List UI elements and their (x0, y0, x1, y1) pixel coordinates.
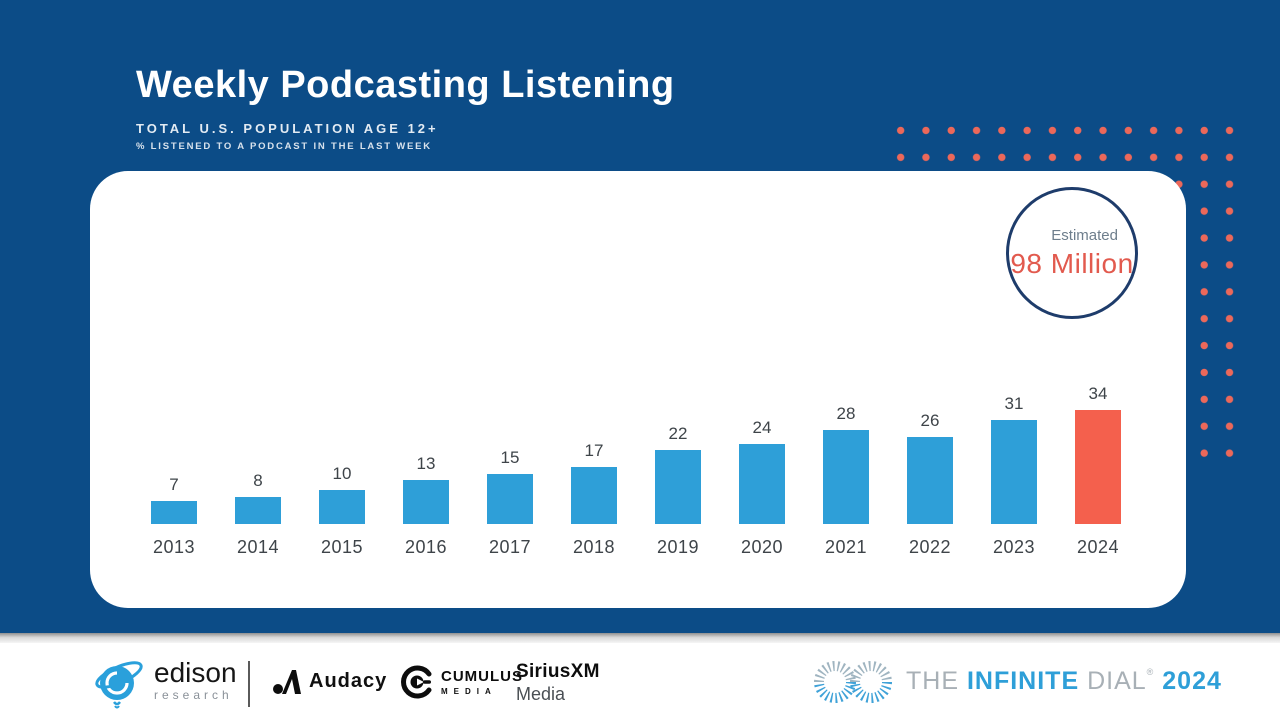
bar-2015 (319, 490, 365, 524)
bar-group-2014: 8 2014 (235, 471, 281, 557)
bar-2016 (403, 480, 449, 524)
bar-year-2017: 2017 (488, 537, 532, 557)
cumulus-icon (400, 665, 434, 699)
bar-2022 (907, 437, 953, 524)
bar-value-2015: 10 (332, 464, 352, 483)
bar-group-2021: 28 2021 (823, 404, 869, 557)
siriusxm-media-logo: SiriusXM Media (516, 661, 600, 705)
cumulus-line1: CUMULUS (441, 668, 523, 685)
infinity-icon (810, 657, 896, 705)
bar-2019 (655, 450, 701, 524)
bar-2013 (151, 501, 197, 524)
bar-year-2014: 2014 (236, 537, 280, 557)
footer: edison research Audacy (0, 643, 1280, 720)
bar-2017 (487, 474, 533, 524)
infinite-dial-reg: ® (1146, 666, 1155, 677)
infinite-dial-wordmark: THE INFINITE DIAL® 2024 (906, 667, 1222, 696)
bar-2023 (991, 420, 1037, 524)
audacy-icon (272, 667, 302, 695)
bar-group-2020: 24 2020 (739, 418, 785, 557)
infinite-dial-logo: THE INFINITE DIAL® 2024 (810, 657, 1222, 705)
bar-2018 (571, 467, 617, 524)
bar-year-2022: 2022 (908, 537, 952, 557)
bar-group-2022: 26 2022 (907, 411, 953, 557)
cumulus-line2: MEDIA (441, 687, 497, 696)
edison-wordmark: edison research (154, 657, 237, 703)
bar-year-2015: 2015 (320, 537, 364, 557)
bar-chart: 7 2013 8 2014 10 2015 13 2016 15 2017 17 2018 22 2019… (90, 171, 1186, 608)
bar-year-2018: 2018 (572, 537, 616, 557)
slide-subtitle: TOTAL U.S. POPULATION AGE 12+ (136, 121, 439, 136)
bar-value-2022: 26 (920, 411, 940, 430)
bar-year-2021: 2021 (824, 537, 868, 557)
chart-card: Estimated 98 Million 7 2013 8 2014 10 2015 13 2… (90, 171, 1186, 608)
bar-group-2023: 31 2023 (991, 394, 1037, 557)
logo-divider (248, 661, 250, 707)
siriusxm-line1: SiriusXM (516, 661, 600, 682)
bar-year-2019: 2019 (656, 537, 700, 557)
silver-divider-strip (0, 633, 1280, 643)
bar-value-2021: 28 (836, 404, 856, 423)
bar-value-2018: 17 (584, 441, 604, 460)
bar-2024 (1075, 410, 1121, 524)
bar-value-2013: 7 (169, 475, 179, 494)
bar-year-2013: 2013 (152, 537, 196, 557)
bar-value-2017: 15 (500, 448, 520, 467)
bar-value-2019: 22 (668, 424, 688, 443)
cumulus-media-logo: CUMULUS MEDIA (400, 665, 523, 699)
bar-value-2014: 8 (253, 471, 263, 490)
bar-2014 (235, 497, 281, 524)
bar-value-2016: 13 (416, 454, 436, 473)
cumulus-wordmark: CUMULUS MEDIA (441, 668, 523, 696)
infinite-dial-infinite: INFINITE (966, 666, 1080, 695)
bar-group-2024: 34 2024 (1075, 384, 1121, 557)
bar-value-2023: 31 (1004, 394, 1024, 413)
bar-group-2017: 15 2017 (487, 448, 533, 557)
bar-year-2023: 2023 (992, 537, 1036, 557)
edison-sub: research (154, 688, 233, 702)
slide-header: Weekly Podcasting Listening TOTAL U.S. P… (136, 64, 675, 152)
audacy-wordmark: Audacy (309, 669, 388, 692)
bar-year-2024: 2024 (1076, 537, 1120, 557)
bar-year-2016: 2016 (404, 537, 448, 557)
bar-group-2013: 7 2013 (151, 475, 197, 557)
slide-subtitle-note: % LISTENED TO A PODCAST IN THE LAST WEEK (136, 141, 432, 152)
estimated-badge: Estimated 98 Million (1006, 187, 1138, 319)
bar-group-2016: 13 2016 (403, 454, 449, 557)
bar-value-2024: 34 (1088, 384, 1108, 403)
bar-value-2020: 24 (752, 418, 772, 437)
estimated-label: Estimated (1051, 226, 1118, 244)
bar-2021 (823, 430, 869, 524)
audacy-logo: Audacy (272, 667, 387, 695)
infinite-dial-dial: DIAL (1087, 666, 1147, 695)
edison-planet-icon (92, 653, 146, 709)
bar-year-2020: 2020 (740, 537, 784, 557)
edison-name: edison (154, 657, 237, 688)
estimated-value: 98 Million (1010, 247, 1134, 279)
bar-group-2015: 10 2015 (319, 464, 365, 557)
bar-2020 (739, 444, 785, 524)
page-title: Weekly Podcasting Listening (136, 64, 675, 106)
infinite-dial-the: THE (906, 666, 959, 695)
infinite-dial-year: 2024 (1162, 666, 1222, 695)
siriusxm-line2: Media (516, 684, 566, 704)
bar-group-2018: 17 2018 (571, 441, 617, 557)
bar-group-2019: 22 2019 (655, 424, 701, 557)
edison-research-logo: edison research (92, 653, 237, 709)
